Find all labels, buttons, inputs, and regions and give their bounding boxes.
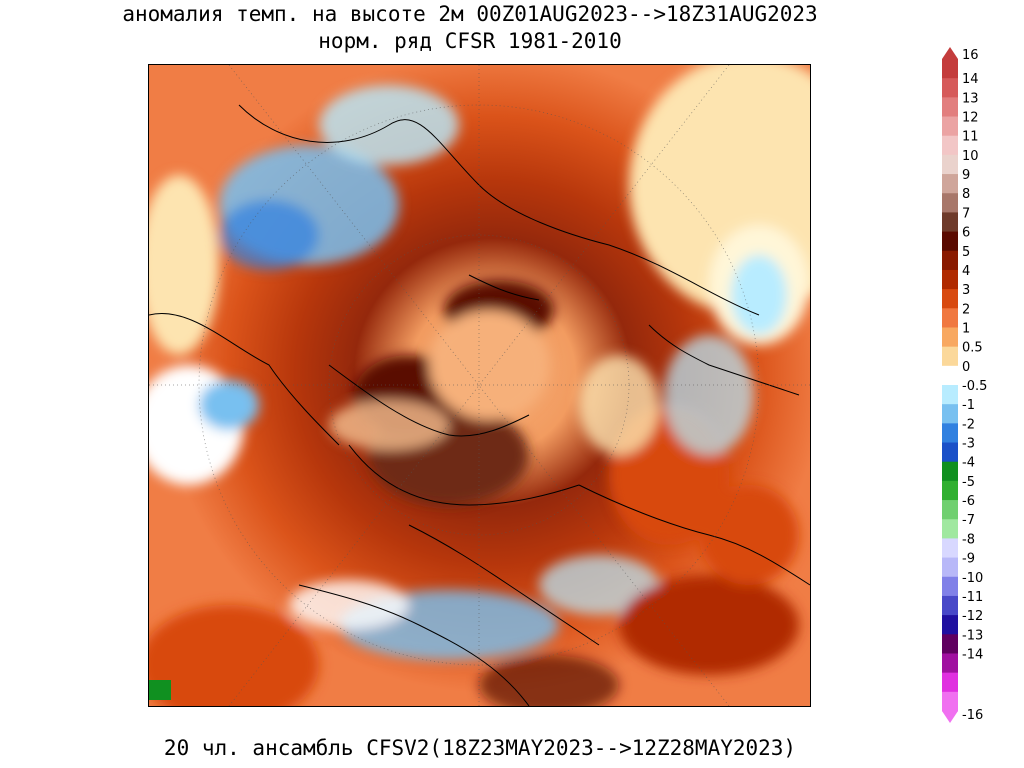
colorbar-label: -1 <box>962 398 975 413</box>
colorbar-swatch <box>942 346 958 367</box>
colorbar-label: 8 <box>962 187 970 202</box>
colorbar-label: 10 <box>962 149 979 164</box>
colorbar-swatch <box>942 423 958 444</box>
map-title-line1: аномалия темп. на высоте 2м 00Z01AUG2023… <box>122 2 818 26</box>
colorbar-swatch <box>942 289 958 309</box>
colorbar-label: -3 <box>962 437 975 452</box>
colorbar-label: -4 <box>962 456 975 471</box>
colorbar-swatch <box>942 116 958 137</box>
colorbar-swatch <box>942 385 958 405</box>
colorbar-label: -2 <box>962 417 975 432</box>
map-title-line2: норм. ряд CFSR 1981-2010 <box>318 29 622 53</box>
colorbar-swatch <box>942 250 958 271</box>
colorbar-min-arrow <box>942 711 958 723</box>
colorbar-swatch <box>942 576 958 597</box>
colorbar-swatch <box>942 519 958 539</box>
colorbar-label: 0 <box>962 360 970 375</box>
colorbar-label: 14 <box>962 72 979 87</box>
colorbar-label: 12 <box>962 111 979 126</box>
colorbar-label: -12 <box>962 609 983 624</box>
colorbar-swatch <box>942 154 958 175</box>
colorbar-label: -11 <box>962 590 983 605</box>
colorbar-swatch <box>942 269 958 290</box>
colorbar-label: 3 <box>962 283 970 298</box>
colorbar-swatch <box>942 634 958 654</box>
colorbar-swatch <box>942 653 958 674</box>
colorbar-label: 5 <box>962 245 970 260</box>
colorbar-label: 13 <box>962 91 979 106</box>
colorbar-swatch <box>942 691 958 712</box>
colorbar-label: 11 <box>962 130 979 145</box>
colorbar-swatch <box>942 480 958 501</box>
colorbar-label: 9 <box>962 168 970 183</box>
colorbar-swatch <box>942 97 958 118</box>
colorbar-swatch <box>942 538 958 559</box>
temperature-anomaly-map <box>148 64 811 707</box>
colorbar-label: 7 <box>962 206 970 221</box>
colorbar-label: -8 <box>962 532 975 547</box>
colorbar-swatch <box>942 461 958 482</box>
colorbar-swatch <box>942 231 958 252</box>
colorbar-swatch <box>942 135 958 156</box>
colorbar-swatch <box>942 78 958 98</box>
ensemble-footer: 20 чл. ансамбль CFSV2(18Z23MAY2023-->12Z… <box>163 736 797 760</box>
colorbar-swatch <box>942 615 958 635</box>
colorbar-swatch <box>942 595 958 616</box>
colorbar-swatch <box>942 327 958 348</box>
colorbar-label: -14 <box>962 647 983 662</box>
colorbar-label: -10 <box>962 571 983 586</box>
colorbar-swatch <box>942 212 958 233</box>
colorbar-label: -5 <box>962 475 975 490</box>
colorbar-label: 4 <box>962 264 970 279</box>
colorbar-svg: 16 14 13 12 11 10 9 8 7 6 5 4 3 2 1 0.5 0 -0.5 -1 -2 -3 -4 -5 -… <box>942 47 987 723</box>
colorbar-label: 1 <box>962 321 970 336</box>
colorbar-label: -13 <box>962 628 983 643</box>
colorbar-label: 16 <box>962 48 979 63</box>
colorbar-swatch <box>942 193 958 213</box>
colorbar-swatch <box>942 365 958 386</box>
colorbar-swatch <box>942 59 958 79</box>
colorbar-max-arrow <box>942 47 958 59</box>
colorbar-swatch <box>942 442 958 463</box>
colorbar-label: -7 <box>962 513 975 528</box>
colorbar-label: -9 <box>962 552 975 567</box>
colorbar-label: -6 <box>962 494 975 509</box>
map-canvas <box>149 65 810 706</box>
colorbar-swatch <box>942 672 958 693</box>
colorbar-swatch <box>942 308 958 328</box>
colorbar-label: 2 <box>962 302 970 317</box>
colorbar-label: 6 <box>962 226 970 241</box>
colorbar-swatch <box>942 557 958 578</box>
colorbar-swatch <box>942 404 958 424</box>
colorbar: 16 14 13 12 11 10 9 8 7 6 5 4 3 2 1 0.5 0 -0.5 -1 -2 -3 -4 -5 -… <box>940 45 1024 725</box>
colorbar-swatch <box>942 500 958 520</box>
colorbar-label: -0.5 <box>962 379 987 394</box>
colorbar-label: 0.5 <box>962 341 983 356</box>
colorbar-swatch <box>942 174 958 194</box>
colorbar-label: -16 <box>962 708 983 723</box>
